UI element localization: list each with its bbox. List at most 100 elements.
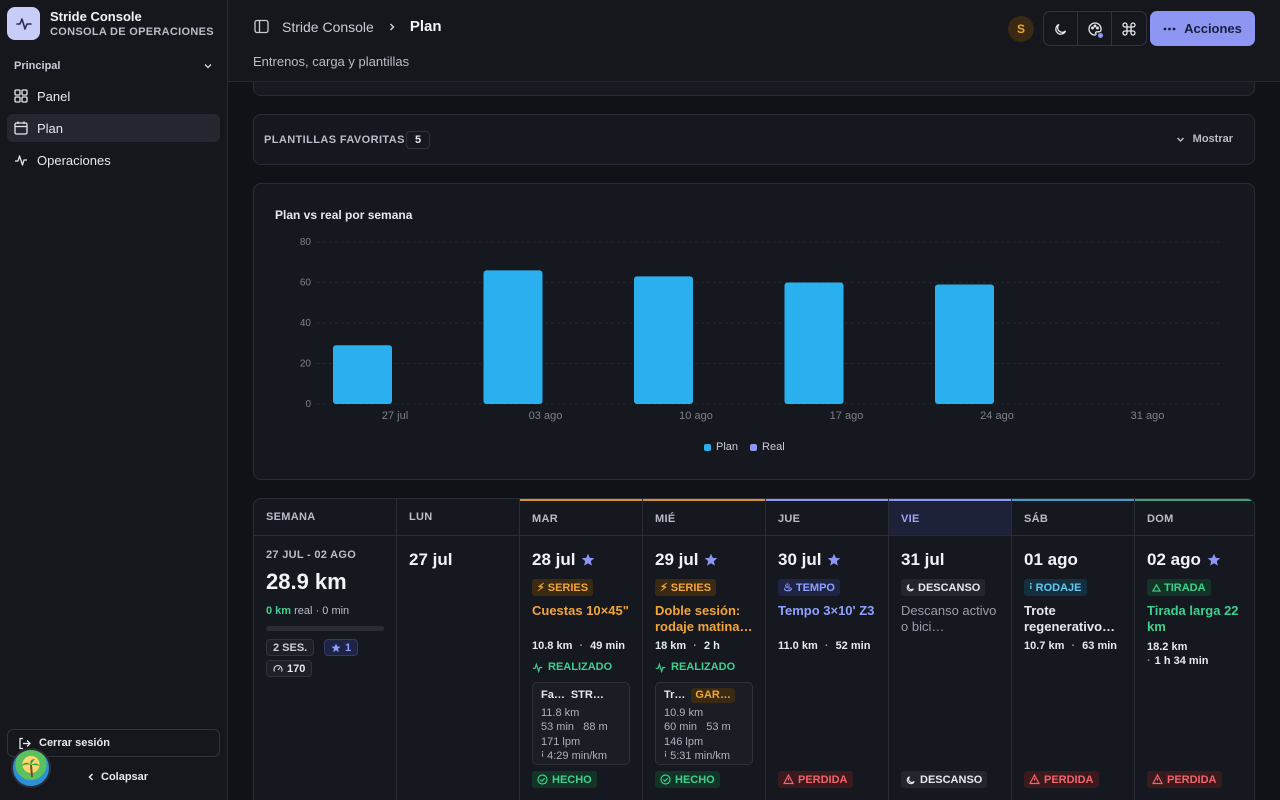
theme-toggle-button[interactable] xyxy=(1044,12,1078,45)
legend-swatch-plan xyxy=(704,443,711,451)
day-date-label: 01 ago xyxy=(1024,550,1078,569)
session-type-label: SERIES xyxy=(670,581,712,594)
page-subtitle: Entrenos, carga y plantillas xyxy=(253,54,410,69)
sidebar-item-operaciones[interactable]: Operaciones xyxy=(7,146,220,174)
brand[interactable]: Stride Console CONSOLA DE OPERACIONES xyxy=(7,7,214,40)
activity-minutes: 53 min xyxy=(541,721,575,733)
status-badge: HECHO xyxy=(532,771,597,788)
status-label: PERDIDA xyxy=(1044,773,1094,786)
separator-dot: · xyxy=(1071,640,1076,652)
x-tick-label: 03 ago xyxy=(529,410,563,422)
session-type-label: SERIES xyxy=(547,581,589,594)
status-badge: PERDIDA xyxy=(1024,771,1099,788)
day-column-dom[interactable]: DOM 02 ago TIRADA Tirada larga 22 km 18.… xyxy=(1134,499,1254,800)
day-date-label: 30 jul xyxy=(778,550,822,569)
legend-label: Real xyxy=(762,441,785,453)
bar-plan xyxy=(935,284,994,404)
grid-icon xyxy=(14,89,28,103)
day-column-mar[interactable]: MAR 28 jul ⚡︎ SERIES Cuestas 10×45" 10.8… xyxy=(519,499,642,800)
user-avatar[interactable]: S xyxy=(1008,16,1034,42)
moon-icon xyxy=(906,583,915,592)
footprints-icon: ꜟ xyxy=(664,750,671,762)
day-column-sab[interactable]: SÁB 01 ago ꜟ RODAJE Trote regenerativo… … xyxy=(1011,499,1134,800)
day-date: 02 ago xyxy=(1147,550,1221,570)
bolt-icon: ⚡︎ xyxy=(660,582,668,594)
avatar[interactable] xyxy=(11,748,51,788)
breadcrumb-root[interactable]: Stride Console xyxy=(282,18,374,35)
activity-elevation: 88 m xyxy=(583,721,608,733)
header-icon-group xyxy=(1043,11,1147,46)
actions-button[interactable]: Acciones xyxy=(1150,11,1255,46)
completed-label: REALIZADO xyxy=(548,661,613,673)
separator-dot: · xyxy=(1147,655,1151,667)
load-chip: 170 xyxy=(266,660,313,677)
activity-km: 10.9 km xyxy=(664,706,704,719)
session-title[interactable]: Descanso activo o bici… xyxy=(901,603,997,634)
activity-source: GAR… xyxy=(691,688,735,703)
status-label: DESCANSO xyxy=(920,773,983,786)
session-km: 10.7 km xyxy=(1024,640,1065,652)
column-header-vie: VIE xyxy=(889,499,1011,536)
session-km: 18.2 km xyxy=(1147,641,1188,653)
show-favorites-button[interactable]: Mostrar xyxy=(1175,133,1233,145)
chevron-right-icon xyxy=(387,22,397,32)
day-date-label: 29 jul xyxy=(655,550,699,569)
palette-icon xyxy=(1087,21,1102,36)
chevron-down-icon xyxy=(202,60,214,72)
week-real-min: 0 min xyxy=(322,605,350,617)
star-icon[interactable] xyxy=(704,553,718,567)
sidebar-toggle-icon[interactable] xyxy=(254,19,269,34)
activity-card[interactable]: Fa… STR… 11.8 km 53 min 88 m 171 lpm ꜟ 4… xyxy=(532,682,630,765)
session-type-label: RODAJE xyxy=(1035,581,1082,594)
week-total-km: 28.9 km xyxy=(266,569,347,594)
activity-card[interactable]: Tr… GAR… 10.9 km 60 min 53 m 146 lpm ꜟ 5… xyxy=(655,682,753,765)
session-duration: 49 min xyxy=(590,640,626,652)
activity-km: 11.8 km xyxy=(541,706,580,719)
nav-section-principal[interactable]: Principal xyxy=(14,60,214,72)
day-column-vie[interactable]: VIE 31 jul DESCANSO Descanso activo o bi… xyxy=(888,499,1011,800)
footprints-icon: ꜟ xyxy=(541,750,548,762)
activity-heart-rate: 171 lpm xyxy=(541,735,581,748)
separator-dot: · xyxy=(693,640,697,652)
sidebar-item-label: Panel xyxy=(37,88,71,104)
bolt-icon: ⚡︎ xyxy=(537,582,545,594)
day-date-label: 02 ago xyxy=(1147,550,1201,569)
status-label: HECHO xyxy=(675,773,715,786)
day-column-jue[interactable]: JUE 30 jul ♨︎ TEMPO Tempo 3×10' Z3 11.0 … xyxy=(765,499,888,800)
session-title[interactable]: Tempo 3×10' Z3 xyxy=(778,603,875,618)
day-column-mie[interactable]: MIÉ 29 jul ⚡︎ SERIES Doble sesión: rodaj… xyxy=(642,499,765,800)
activity-icon xyxy=(532,661,543,673)
more-icon xyxy=(1163,27,1176,31)
logout-button[interactable]: Cerrar sesión xyxy=(7,729,220,757)
palette-button[interactable] xyxy=(1078,12,1112,45)
session-km: 10.8 km xyxy=(532,640,573,652)
star-icon[interactable] xyxy=(581,553,595,567)
sidebar-item-plan[interactable]: Plan xyxy=(7,114,220,142)
chevron-down-icon xyxy=(1175,134,1186,145)
session-title[interactable]: Trote regenerativo… xyxy=(1024,603,1116,634)
favorites-label: PLANTILLAS FAVORITAS xyxy=(264,134,405,146)
chevron-left-icon xyxy=(86,772,96,782)
separator-dot: · xyxy=(315,605,320,617)
day-column-lun[interactable]: LUN 27 jul xyxy=(396,499,519,800)
load-value: 170 xyxy=(287,662,306,675)
command-button[interactable] xyxy=(1112,12,1146,45)
check-circle-icon xyxy=(660,774,671,785)
chart-legend: Plan Real xyxy=(704,441,785,453)
brand-subtitle: CONSOLA DE OPERACIONES xyxy=(50,25,214,38)
star-icon[interactable] xyxy=(827,553,841,567)
session-title[interactable]: Tirada larga 22 km xyxy=(1147,603,1239,634)
session-title[interactable]: Cuestas 10×45" xyxy=(532,603,629,618)
pulse-icon xyxy=(7,7,40,40)
sidebar-item-panel[interactable]: Panel xyxy=(7,82,220,110)
star-icon[interactable] xyxy=(1207,553,1221,567)
session-type-tag: ꜟ RODAJE xyxy=(1024,579,1087,596)
legend-swatch-real xyxy=(750,443,758,451)
collapse-button[interactable]: Colapsar xyxy=(86,771,148,783)
session-title[interactable]: Doble sesión: rodaje matina… xyxy=(655,603,753,634)
session-type-tag: DESCANSO xyxy=(901,579,986,596)
session-meta: 18 km · 2 h xyxy=(655,640,720,652)
bar-plan xyxy=(333,345,392,404)
day-date-label: 31 jul xyxy=(901,550,945,569)
legend-label: Plan xyxy=(716,441,739,453)
